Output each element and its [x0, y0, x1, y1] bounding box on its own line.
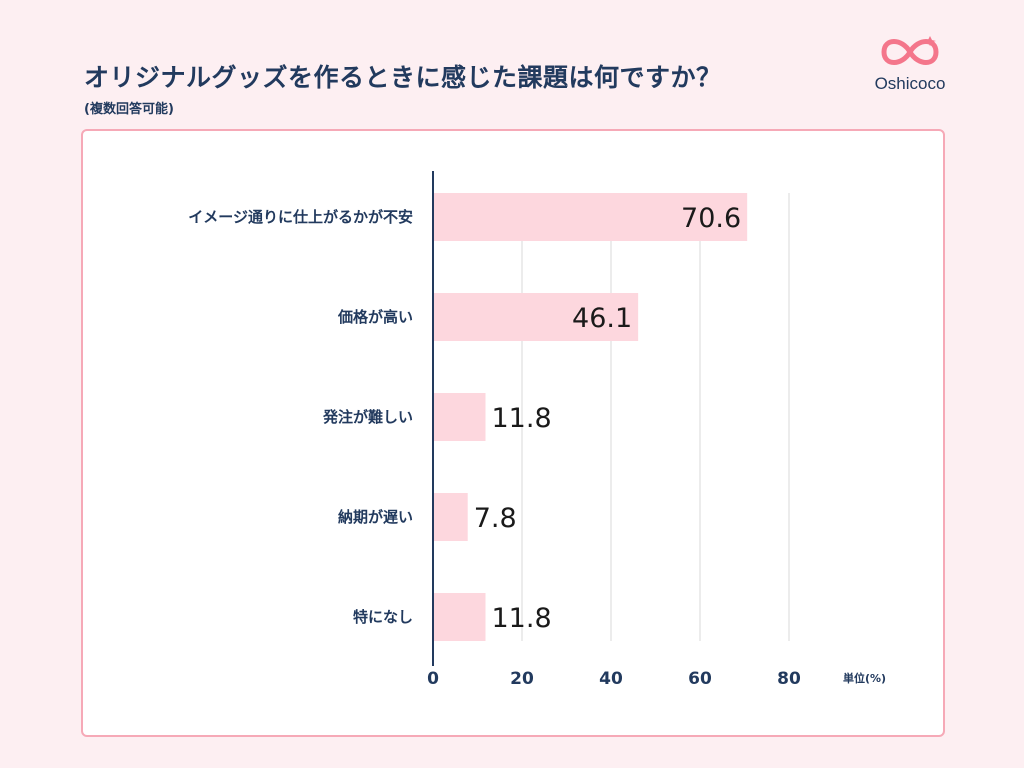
- bar-1: [433, 293, 639, 341]
- category-label-1: 価格が高い: [337, 308, 413, 326]
- category-label-0: イメージ通りに仕上がるかが不安: [188, 208, 413, 226]
- chart-subtitle: (複数回答可能): [84, 102, 174, 117]
- x-tick-label-60: 60: [688, 669, 712, 689]
- value-label-4: 11.8: [492, 603, 552, 634]
- bar-chart: イメージ通りに仕上がるかが不安 70.6 価格が高い 46.1 発注が難しい 11.8 納期…: [188, 171, 886, 689]
- value-label-2: 11.8: [492, 403, 552, 434]
- bar-0: [433, 193, 748, 241]
- value-label-1: 46.1: [572, 303, 632, 334]
- infinity-heart-icon: [881, 36, 939, 65]
- x-tick-label-40: 40: [599, 669, 623, 689]
- category-label-4: 特になし: [353, 608, 413, 626]
- chart-card: イメージ通りに仕上がるかが不安 70.6 価格が高い 46.1 発注が難しい 11.8 納期…: [81, 129, 945, 737]
- brand-name: Oshicoco: [874, 74, 946, 93]
- unit-label: 単位(%): [843, 671, 886, 685]
- x-tick-label-20: 20: [510, 669, 534, 689]
- brand-logo: Oshicoco: [868, 32, 952, 94]
- category-label-2: 発注が難しい: [322, 408, 413, 426]
- x-tick-label-0: 0: [427, 669, 439, 689]
- value-label-3: 7.8: [474, 503, 517, 534]
- bar-2: [433, 393, 486, 441]
- x-tick-label-80: 80: [777, 669, 801, 689]
- chart-title: オリジナルグッズを作るときに感じた課題は何ですか？: [84, 63, 722, 92]
- bar-4: [433, 593, 486, 641]
- bar-3: [433, 493, 468, 541]
- category-label-3: 納期が遅い: [338, 508, 413, 526]
- value-label-0: 70.6: [681, 203, 741, 234]
